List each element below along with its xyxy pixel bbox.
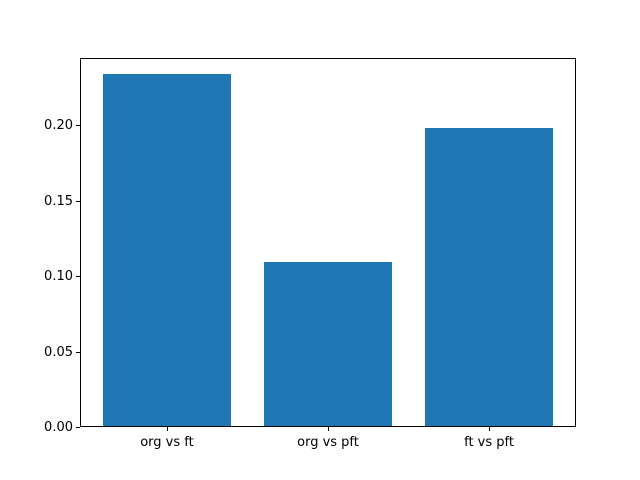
x-tick-mark: [328, 427, 329, 431]
x-tick-label-org-vs-pft: org vs pft: [297, 435, 359, 450]
y-tick-label: 0.10: [44, 269, 73, 285]
y-tick-mark: [76, 125, 80, 127]
bar-org-vs-pft: [263, 262, 393, 427]
y-tick-label: 0.15: [44, 193, 73, 209]
x-tick-mark: [166, 427, 168, 431]
y-tick-mark: [76, 276, 80, 278]
y-tick-label: 0.20: [44, 118, 73, 134]
plot-frame: [80, 58, 576, 427]
x-tick-mark: [489, 427, 491, 431]
y-tick-label: 0.05: [44, 344, 73, 360]
x-tick-label-ft-vs-pft: ft vs pft: [464, 435, 514, 450]
y-tick-mark: [76, 351, 80, 353]
bar-org-vs-ft: [102, 73, 232, 427]
x-tick-label-org-vs-ft: org vs ft: [140, 435, 194, 450]
y-tick-mark: [76, 200, 80, 202]
y-tick-mark: [76, 427, 80, 428]
bar-ft-vs-pft: [424, 128, 554, 427]
y-tick-label: 0.00: [44, 420, 73, 435]
